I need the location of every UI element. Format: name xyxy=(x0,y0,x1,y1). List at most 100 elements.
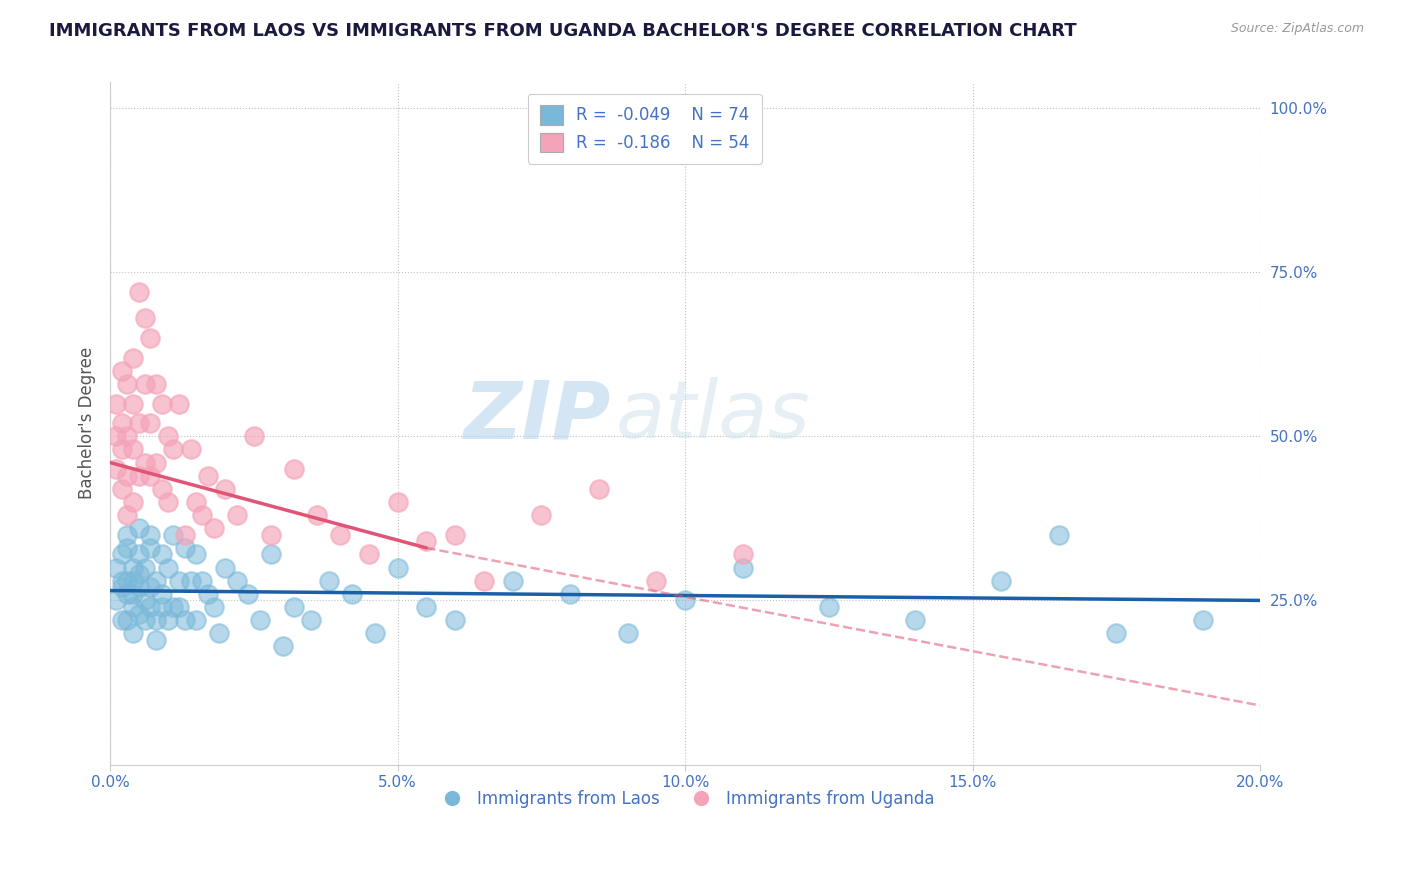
Point xyxy=(202,521,225,535)
Point xyxy=(415,599,437,614)
Point xyxy=(122,574,145,588)
Point xyxy=(150,396,173,410)
Point xyxy=(307,508,329,522)
Point xyxy=(128,521,150,535)
Point xyxy=(128,285,150,299)
Point xyxy=(111,574,134,588)
Text: ZIP: ZIP xyxy=(463,377,610,456)
Point xyxy=(904,613,927,627)
Point xyxy=(340,587,363,601)
Point xyxy=(139,331,162,345)
Point xyxy=(444,528,467,542)
Text: IMMIGRANTS FROM LAOS VS IMMIGRANTS FROM UGANDA BACHELOR'S DEGREE CORRELATION CHA: IMMIGRANTS FROM LAOS VS IMMIGRANTS FROM … xyxy=(49,22,1077,40)
Point xyxy=(145,456,167,470)
Point xyxy=(117,574,139,588)
Point xyxy=(111,548,134,562)
Point xyxy=(139,416,162,430)
Point xyxy=(167,574,190,588)
Point xyxy=(134,593,156,607)
Point xyxy=(128,416,150,430)
Point xyxy=(104,429,127,443)
Point xyxy=(191,508,214,522)
Point xyxy=(249,613,271,627)
Point xyxy=(502,574,524,588)
Point xyxy=(111,364,134,378)
Point xyxy=(156,495,179,509)
Point xyxy=(731,560,754,574)
Point xyxy=(1105,626,1128,640)
Point xyxy=(128,580,150,594)
Point xyxy=(299,613,322,627)
Point xyxy=(225,508,247,522)
Point xyxy=(134,613,156,627)
Point xyxy=(162,599,184,614)
Point xyxy=(197,587,219,601)
Point xyxy=(208,626,231,640)
Point xyxy=(167,396,190,410)
Point xyxy=(1191,613,1213,627)
Point xyxy=(260,528,283,542)
Point xyxy=(174,613,197,627)
Point xyxy=(260,548,283,562)
Point xyxy=(134,311,156,326)
Point xyxy=(180,442,202,457)
Point xyxy=(673,593,696,607)
Point xyxy=(174,528,197,542)
Point xyxy=(111,482,134,496)
Point xyxy=(111,416,134,430)
Point xyxy=(191,574,214,588)
Point xyxy=(162,528,184,542)
Point xyxy=(357,548,380,562)
Point xyxy=(150,599,173,614)
Point xyxy=(134,560,156,574)
Point xyxy=(117,541,139,555)
Point xyxy=(444,613,467,627)
Point xyxy=(122,396,145,410)
Point xyxy=(174,541,197,555)
Point xyxy=(558,587,581,601)
Point xyxy=(202,599,225,614)
Point xyxy=(139,528,162,542)
Point xyxy=(645,574,668,588)
Point xyxy=(186,613,208,627)
Point xyxy=(122,495,145,509)
Point xyxy=(111,613,134,627)
Point xyxy=(616,626,638,640)
Point xyxy=(117,587,139,601)
Point xyxy=(1047,528,1070,542)
Point xyxy=(990,574,1012,588)
Point xyxy=(139,580,162,594)
Point xyxy=(225,574,247,588)
Point xyxy=(150,548,173,562)
Point xyxy=(128,548,150,562)
Point xyxy=(128,607,150,621)
Point xyxy=(243,429,266,443)
Point xyxy=(214,560,236,574)
Point xyxy=(104,560,127,574)
Point xyxy=(104,462,127,476)
Point xyxy=(122,587,145,601)
Point xyxy=(117,376,139,391)
Point xyxy=(139,541,162,555)
Point xyxy=(139,468,162,483)
Point xyxy=(472,574,495,588)
Point xyxy=(186,495,208,509)
Point xyxy=(283,462,305,476)
Point xyxy=(156,429,179,443)
Point xyxy=(731,548,754,562)
Point xyxy=(117,508,139,522)
Point xyxy=(134,376,156,391)
Point xyxy=(145,376,167,391)
Point xyxy=(588,482,610,496)
Point xyxy=(111,442,134,457)
Point xyxy=(150,482,173,496)
Point xyxy=(387,560,409,574)
Point xyxy=(156,560,179,574)
Point xyxy=(128,468,150,483)
Point xyxy=(283,599,305,614)
Point xyxy=(117,468,139,483)
Point xyxy=(128,567,150,582)
Y-axis label: Bachelor's Degree: Bachelor's Degree xyxy=(79,347,96,500)
Point xyxy=(111,580,134,594)
Point xyxy=(167,599,190,614)
